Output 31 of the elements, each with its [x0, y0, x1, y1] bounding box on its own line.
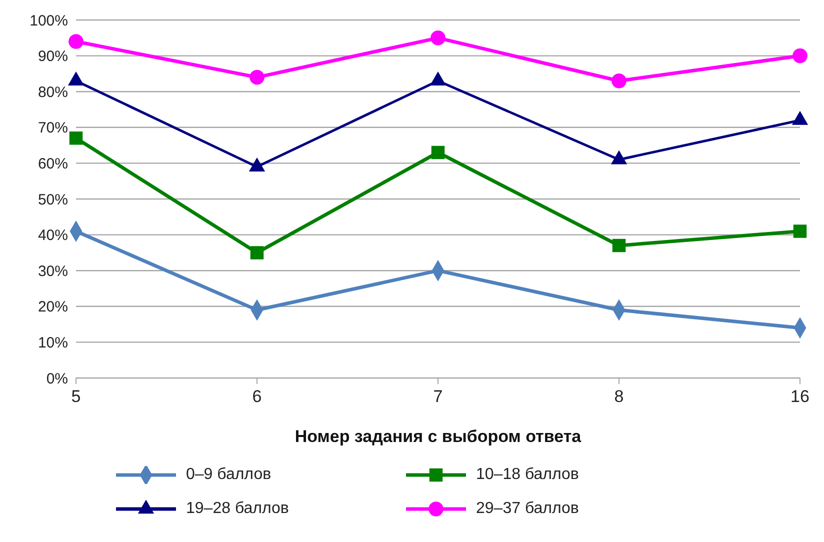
- x-tick-label: 7: [433, 387, 443, 406]
- legend-label: 0–9 баллов: [186, 466, 272, 484]
- point: [430, 30, 446, 46]
- point: [612, 73, 626, 88]
- point: [250, 70, 264, 85]
- x-tick-label: 5: [71, 387, 81, 406]
- y-tick-label: 20%: [38, 298, 68, 316]
- point: [431, 146, 445, 160]
- y-tick-label: 50%: [38, 191, 68, 208]
- y-tick-label: 0%: [46, 370, 68, 388]
- point: [69, 132, 83, 145]
- legend-label: 10–18 баллов: [476, 466, 579, 484]
- y-tick-label: 80%: [38, 84, 68, 101]
- y-tick-label: 100%: [30, 12, 68, 30]
- point: [792, 48, 808, 64]
- legend-label: 29–37 баллов: [476, 500, 579, 518]
- y-tick-label: 90%: [38, 48, 68, 66]
- point: [68, 34, 84, 49]
- x-tick-label: 8: [614, 387, 624, 406]
- point: [612, 238, 626, 252]
- x-tick-label: 6: [252, 387, 262, 406]
- legend-label: 19–28 баллов: [186, 500, 289, 518]
- x-tick-label: 16: [790, 387, 810, 406]
- y-tick-label: 40%: [38, 227, 68, 244]
- point: [793, 224, 807, 238]
- y-tick-label: 30%: [38, 262, 68, 280]
- point: [250, 246, 264, 260]
- y-tick-label: 10%: [38, 334, 68, 352]
- x-axis-title: Номер задания с выбором ответа: [294, 427, 582, 446]
- y-tick-label: 70%: [38, 120, 68, 137]
- y-tick-label: 60%: [38, 156, 68, 173]
